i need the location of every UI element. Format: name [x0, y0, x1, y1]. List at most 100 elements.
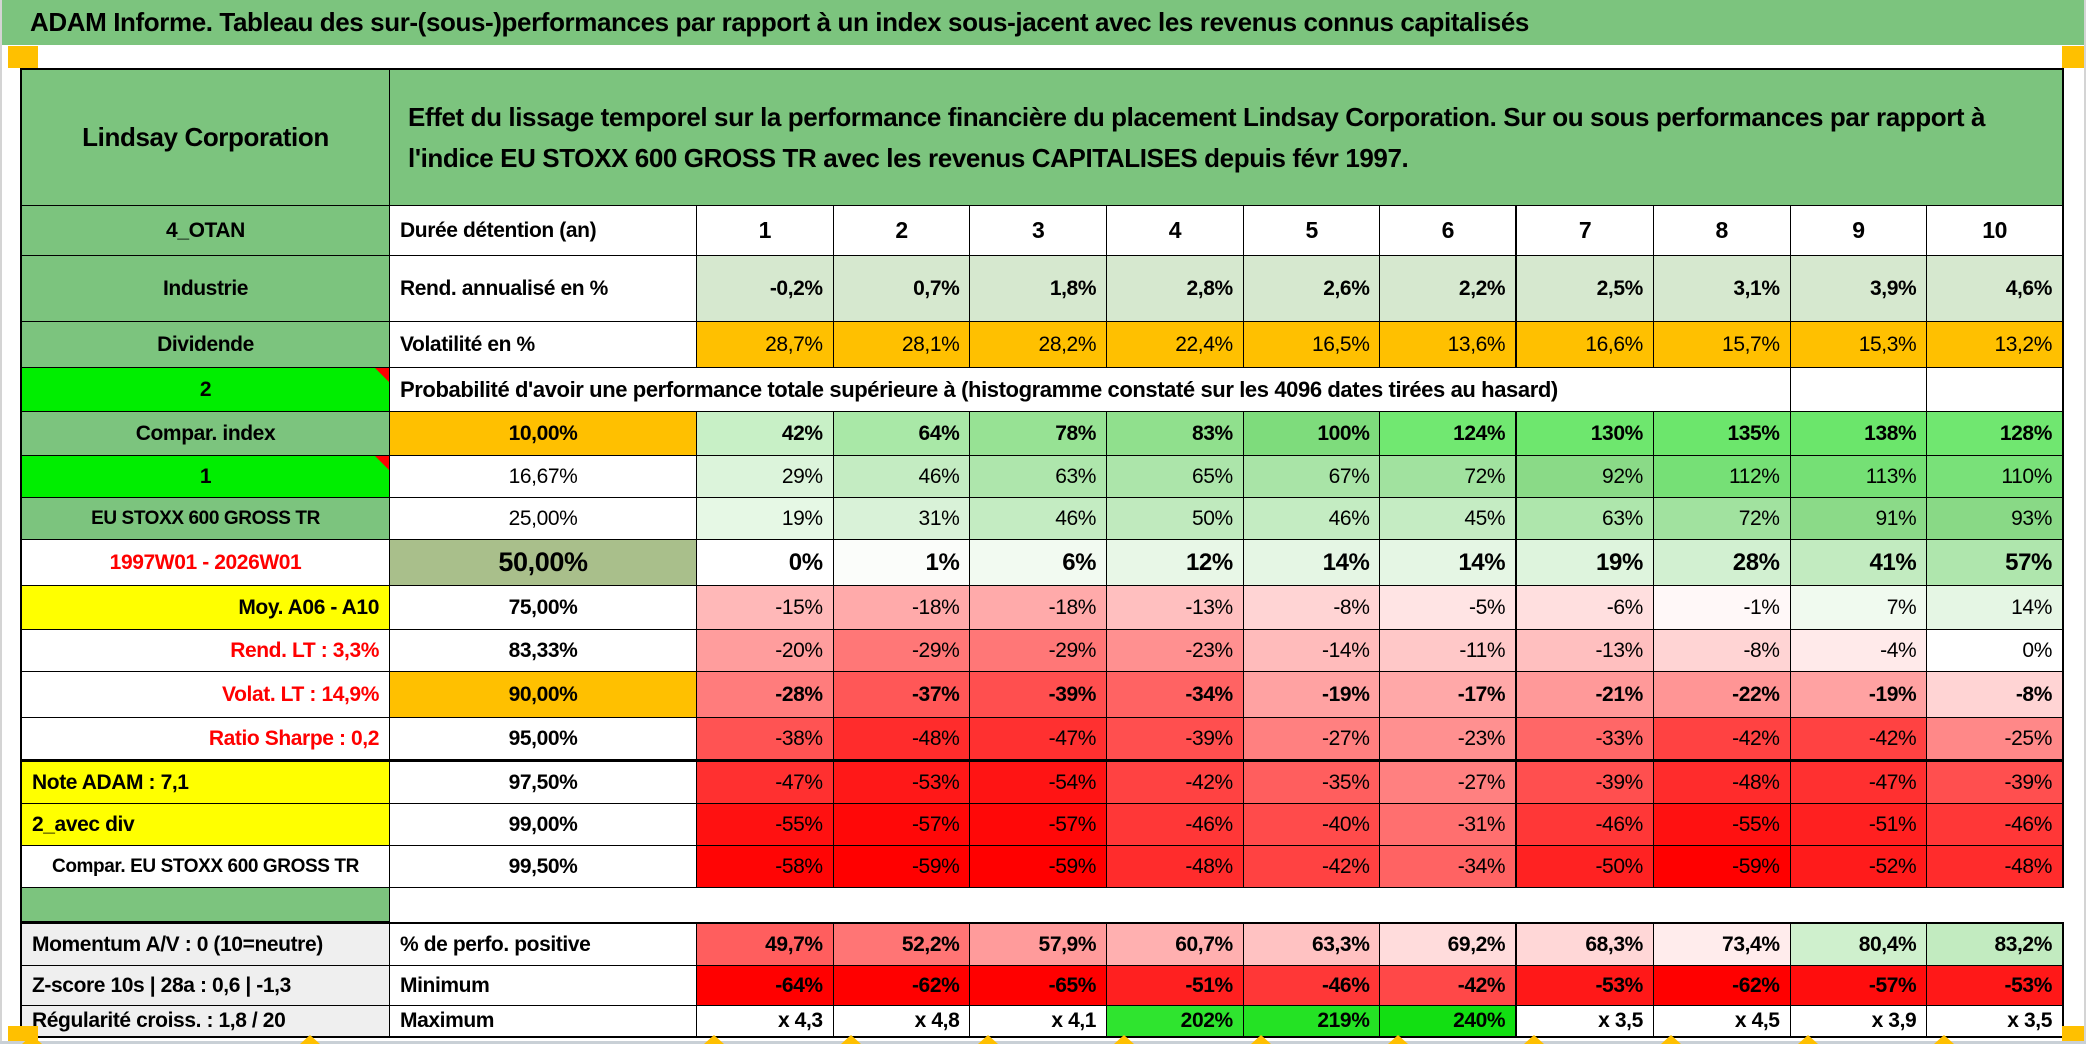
- cell[interactable]: 113%: [1790, 456, 1928, 498]
- row-label-b[interactable]: 10,00%: [390, 412, 697, 456]
- cell[interactable]: -47%: [970, 718, 1108, 760]
- cell[interactable]: 73,4%: [1653, 924, 1791, 966]
- cell[interactable]: -48%: [1927, 846, 2064, 888]
- cell-empty[interactable]: [1790, 368, 1928, 412]
- cell[interactable]: -62%: [833, 966, 971, 1006]
- cell[interactable]: x 3,5: [1517, 1006, 1654, 1038]
- cell[interactable]: -34%: [1380, 846, 1518, 888]
- row-label-b[interactable]: 16,67%: [390, 456, 697, 498]
- cell[interactable]: -13%: [1517, 630, 1654, 672]
- cell[interactable]: 60,7%: [1107, 924, 1244, 966]
- cell[interactable]: 110%: [1927, 456, 2064, 498]
- cell[interactable]: 3,1%: [1653, 256, 1791, 322]
- cell[interactable]: -58%: [697, 846, 834, 888]
- cell[interactable]: 63%: [970, 456, 1108, 498]
- cell[interactable]: -53%: [1927, 966, 2064, 1006]
- cell[interactable]: 63,3%: [1243, 924, 1381, 966]
- row-label-a[interactable]: EU STOXX 600 GROSS TR: [20, 498, 390, 540]
- cell[interactable]: 4: [1107, 206, 1244, 256]
- cell[interactable]: 219%: [1243, 1006, 1381, 1038]
- cell[interactable]: -38%: [697, 718, 834, 760]
- row-label-a[interactable]: Compar. index: [20, 412, 390, 456]
- cell[interactable]: 63%: [1517, 498, 1654, 540]
- cell[interactable]: 22,4%: [1107, 322, 1244, 368]
- cell-empty[interactable]: [1927, 368, 2064, 412]
- cell[interactable]: -29%: [970, 630, 1108, 672]
- cell[interactable]: -39%: [1927, 762, 2064, 804]
- cell[interactable]: 69,2%: [1380, 924, 1518, 966]
- cell[interactable]: -64%: [697, 966, 834, 1006]
- cell[interactable]: 14%: [1380, 540, 1518, 586]
- cell[interactable]: 29%: [697, 456, 834, 498]
- cell[interactable]: -21%: [1517, 672, 1654, 718]
- cell[interactable]: -57%: [833, 804, 971, 846]
- row-label-a[interactable]: [20, 888, 390, 922]
- cell[interactable]: -51%: [1107, 966, 1244, 1006]
- cell[interactable]: 19%: [697, 498, 834, 540]
- cell[interactable]: 49,7%: [697, 924, 834, 966]
- cell[interactable]: 91%: [1790, 498, 1928, 540]
- cell[interactable]: 46%: [1243, 498, 1381, 540]
- cell[interactable]: 15,7%: [1653, 322, 1791, 368]
- cell[interactable]: -59%: [1653, 846, 1791, 888]
- cell[interactable]: -19%: [1790, 672, 1928, 718]
- row-label-a[interactable]: Rend. LT : 3,3%: [20, 630, 390, 672]
- row-label-a[interactable]: Z-score 10s | 28a : 0,6 | -1,3: [20, 966, 390, 1006]
- cell[interactable]: -11%: [1380, 630, 1518, 672]
- cell[interactable]: 0,7%: [833, 256, 971, 322]
- cell[interactable]: -62%: [1653, 966, 1791, 1006]
- selection-handle-top-right[interactable]: [2062, 46, 2086, 68]
- cell[interactable]: 68,3%: [1517, 924, 1654, 966]
- cell[interactable]: 2,5%: [1517, 256, 1654, 322]
- row-label-a[interactable]: Note ADAM : 7,1: [20, 762, 390, 804]
- cell[interactable]: -28%: [697, 672, 834, 718]
- cell[interactable]: -8%: [1653, 630, 1791, 672]
- cell[interactable]: -4%: [1790, 630, 1928, 672]
- cell[interactable]: 7%: [1790, 586, 1928, 630]
- cell[interactable]: -42%: [1107, 762, 1244, 804]
- row-label-b[interactable]: Durée détention (an): [390, 206, 697, 256]
- cell[interactable]: 72%: [1380, 456, 1518, 498]
- cell[interactable]: 3: [970, 206, 1108, 256]
- cell[interactable]: 72%: [1653, 498, 1791, 540]
- cell[interactable]: x 4,3: [697, 1006, 834, 1038]
- merged-probability-label[interactable]: Probabilité d'avoir une performance tota…: [390, 368, 1791, 412]
- cell[interactable]: x 3,9: [1790, 1006, 1928, 1038]
- row-label-a[interactable]: Volat. LT : 14,9%: [20, 672, 390, 718]
- row-label-a[interactable]: Industrie: [20, 256, 390, 322]
- cell[interactable]: 13,2%: [1927, 322, 2064, 368]
- row-label-a[interactable]: 4_OTAN: [20, 206, 390, 256]
- row-label-a[interactable]: 2: [20, 368, 390, 412]
- selection-handle-top-left[interactable]: [8, 46, 38, 68]
- row-label-a[interactable]: 2_avec div: [20, 804, 390, 846]
- row-label-a[interactable]: 1997W01 - 2026W01: [20, 540, 390, 586]
- cell[interactable]: -39%: [1517, 762, 1654, 804]
- cell[interactable]: -59%: [833, 846, 971, 888]
- cell[interactable]: 1: [697, 206, 834, 256]
- cell[interactable]: 6%: [970, 540, 1108, 586]
- cell[interactable]: 15,3%: [1790, 322, 1928, 368]
- cell[interactable]: -31%: [1380, 804, 1518, 846]
- row-label-b[interactable]: 25,00%: [390, 498, 697, 540]
- row-label-b[interactable]: Minimum: [390, 966, 697, 1006]
- cell[interactable]: 14%: [1927, 586, 2064, 630]
- row-label-b[interactable]: % de perfo. positive: [390, 924, 697, 966]
- table-description-cell[interactable]: Effet du lissage temporel sur la perform…: [390, 68, 2064, 206]
- cell[interactable]: 52,2%: [833, 924, 971, 966]
- cell[interactable]: -35%: [1243, 762, 1381, 804]
- cell[interactable]: 46%: [970, 498, 1108, 540]
- cell[interactable]: 67%: [1243, 456, 1381, 498]
- cell[interactable]: -52%: [1790, 846, 1928, 888]
- cell[interactable]: 57,9%: [970, 924, 1108, 966]
- cell[interactable]: 45%: [1380, 498, 1518, 540]
- cell[interactable]: 83%: [1107, 412, 1244, 456]
- cell[interactable]: 240%: [1380, 1006, 1518, 1038]
- cell[interactable]: 57%: [1927, 540, 2064, 586]
- cell[interactable]: -42%: [1380, 966, 1518, 1006]
- cell[interactable]: -17%: [1380, 672, 1518, 718]
- row-label-b[interactable]: Volatilité en %: [390, 322, 697, 368]
- cell[interactable]: -13%: [1107, 586, 1244, 630]
- cell[interactable]: -14%: [1243, 630, 1381, 672]
- cell[interactable]: -34%: [1107, 672, 1244, 718]
- cell[interactable]: -65%: [970, 966, 1108, 1006]
